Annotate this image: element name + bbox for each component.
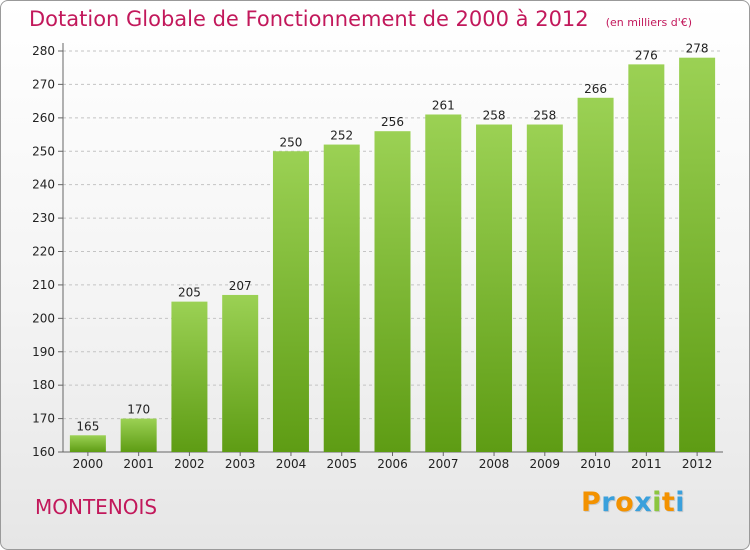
- y-tick-label: 220: [32, 245, 55, 259]
- bar: [272, 151, 309, 452]
- x-tick-label: 2000: [73, 457, 104, 471]
- bar: [679, 57, 716, 452]
- x-tick-label: 2008: [479, 457, 510, 471]
- bar: [374, 131, 411, 452]
- logo-letter: r: [601, 487, 616, 518]
- chart-subtitle: (en milliers d'€): [605, 16, 693, 29]
- bar-value-label: 261: [432, 98, 455, 112]
- y-tick-label: 230: [32, 211, 55, 225]
- x-tick-label: 2010: [580, 457, 611, 471]
- bar: [526, 124, 563, 453]
- x-tick-label: 2003: [225, 457, 256, 471]
- bar-value-label: 252: [330, 129, 353, 143]
- bar-value-label: 276: [635, 48, 658, 62]
- logo-letter: o: [615, 487, 635, 518]
- bar-value-label: 205: [178, 286, 201, 300]
- x-tick-label: 2004: [276, 457, 307, 471]
- proxiti-logo: Proxiti: [581, 487, 685, 518]
- x-tick-label: 2011: [631, 457, 662, 471]
- y-tick-label: 270: [32, 77, 55, 91]
- bar-value-label: 278: [686, 42, 709, 56]
- x-tick-label: 2007: [428, 457, 459, 471]
- y-tick-label: 170: [32, 412, 55, 426]
- bar: [476, 124, 513, 453]
- y-tick-label: 280: [32, 44, 55, 58]
- x-tick-label: 2009: [530, 457, 561, 471]
- y-tick-label: 260: [32, 111, 55, 125]
- logo-letter: t: [661, 487, 676, 518]
- bar-value-label: 165: [76, 419, 99, 433]
- commune-name: MONTENOIS: [35, 495, 158, 519]
- y-tick-label: 180: [32, 378, 55, 392]
- bar: [425, 114, 462, 452]
- y-tick-label: 160: [32, 445, 55, 459]
- x-tick-label: 2002: [174, 457, 205, 471]
- y-tick-label: 210: [32, 278, 55, 292]
- bar-value-label: 258: [533, 109, 556, 123]
- logo-letter: x: [634, 487, 653, 518]
- bar: [628, 64, 665, 452]
- bar-value-label: 256: [381, 115, 404, 129]
- logo-letter: i: [652, 487, 662, 518]
- bar-value-label: 266: [584, 82, 607, 96]
- logo-letter: P: [581, 487, 602, 518]
- x-tick-label: 2001: [123, 457, 154, 471]
- y-tick-label: 190: [32, 345, 55, 359]
- y-tick-label: 200: [32, 311, 55, 325]
- chart-title: Dotation Globale de Fonctionnement de 20…: [29, 7, 589, 31]
- x-tick-label: 2006: [377, 457, 408, 471]
- bar-value-label: 170: [127, 403, 150, 417]
- bar-value-label: 207: [229, 279, 252, 293]
- bar: [222, 294, 259, 452]
- x-tick-label: 2012: [682, 457, 713, 471]
- logo-letter: i: [675, 487, 686, 518]
- bar: [171, 301, 208, 452]
- bar: [577, 97, 614, 453]
- y-tick-label: 240: [32, 178, 55, 192]
- bar: [323, 144, 360, 453]
- y-tick-label: 250: [32, 144, 55, 158]
- chart-title-block: Dotation Globale de Fonctionnement de 20…: [29, 7, 692, 31]
- bar-value-label: 258: [483, 109, 506, 123]
- bar: [69, 435, 106, 452]
- bar-value-label: 250: [280, 135, 303, 149]
- bar: [120, 418, 157, 452]
- x-tick-label: 2005: [326, 457, 357, 471]
